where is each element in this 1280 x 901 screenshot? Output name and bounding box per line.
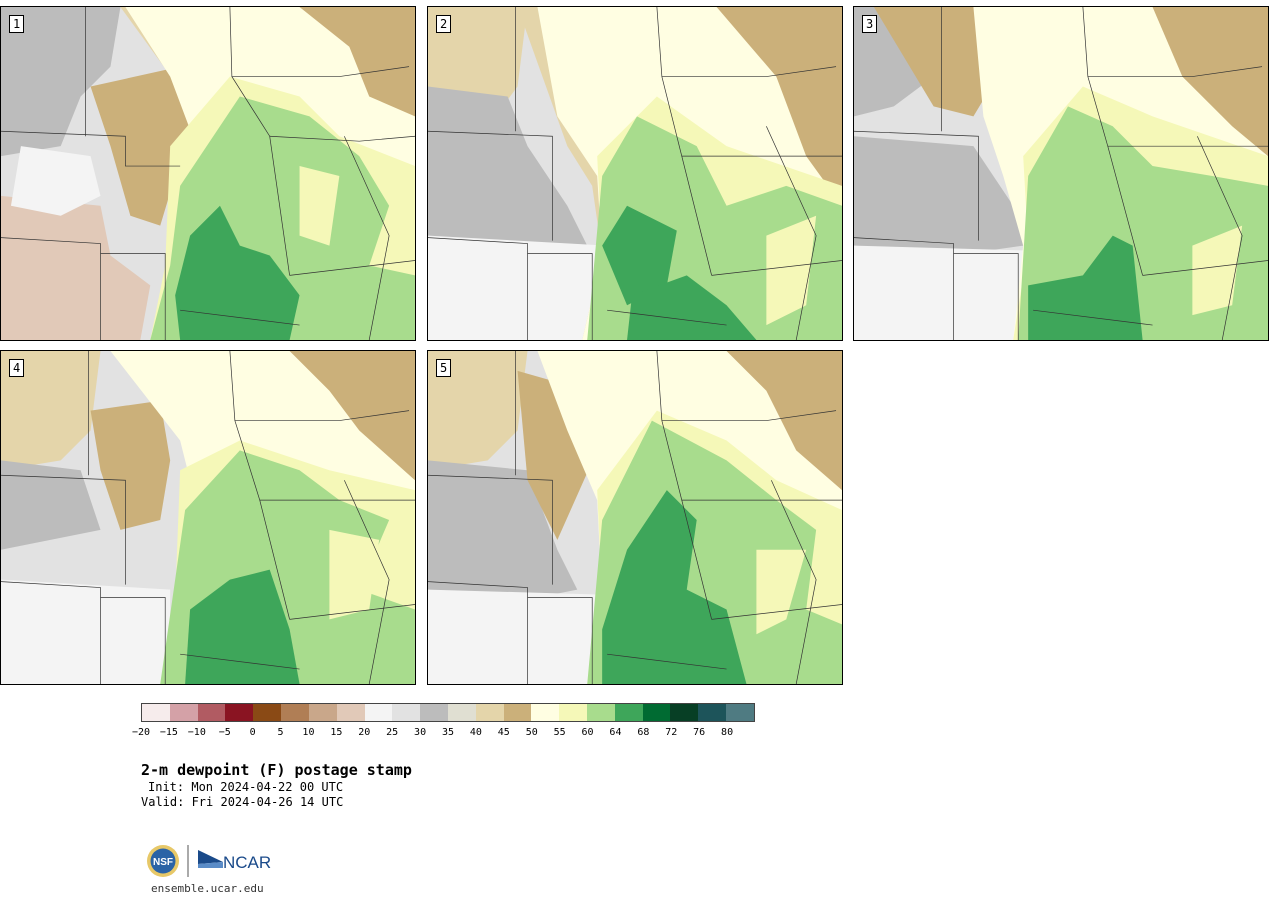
colorbar-tick-label: 15 [330, 727, 343, 738]
colorbar-swatch [142, 704, 170, 721]
nsf-logo-text: NSF [153, 857, 173, 868]
colorbar-tick-label: −5 [218, 727, 231, 738]
ensemble-member-map-1[interactable]: 1 [0, 6, 416, 341]
ensemble-member-map-4[interactable]: 4 [0, 350, 416, 685]
colorbar-swatch [614, 704, 643, 721]
colorbar-tick-label: 60 [581, 727, 594, 738]
member-label: 1 [9, 15, 25, 33]
colorbar-swatch [225, 704, 254, 721]
member-label: 4 [9, 359, 25, 377]
colorbar-tick-label: 30 [414, 727, 427, 738]
product-title: 2-m dewpoint (F) postage stamp [141, 761, 412, 779]
colorbar-swatch [698, 704, 727, 721]
colorbar-swatch [308, 704, 337, 721]
colorbar-swatch [364, 704, 393, 721]
colorbar-tick-label: 45 [497, 727, 510, 738]
colorbar-swatch [726, 704, 754, 721]
colorbar-swatch [420, 704, 448, 721]
colorbar-tick-label: 64 [609, 727, 622, 738]
colorbar-swatch [197, 704, 226, 721]
ensemble-member-map-3[interactable]: 3 [853, 6, 1269, 341]
dewpoint-field [1, 7, 415, 340]
member-label: 2 [436, 15, 452, 33]
ensemble-member-map-5[interactable]: 5 [427, 350, 843, 685]
colorbar-tick-label: −10 [187, 727, 206, 738]
colorbar-tick-label: 5 [277, 727, 284, 738]
colorbar-tick-label: 80 [721, 727, 734, 738]
colorbar-tick-label: 0 [249, 727, 256, 738]
nsf-logo-icon: NSF [147, 845, 179, 877]
init-time: Init: Mon 2024-04-22 00 UTC [148, 780, 344, 794]
colorbar-swatch [336, 704, 365, 721]
colorbar-tick-label: −20 [131, 727, 151, 738]
colorbar-tick-label: 40 [469, 727, 482, 738]
colorbar-tick-label: 76 [693, 727, 706, 738]
colorbar-swatch [253, 704, 282, 721]
member-label: 5 [436, 359, 452, 377]
valid-time: Valid: Fri 2024-04-26 14 UTC [141, 795, 344, 809]
colorbar-swatch [670, 704, 699, 721]
colorbar-tick-label: 35 [441, 727, 455, 738]
website-url: ensemble.ucar.edu [151, 882, 264, 895]
colorbar-swatch [559, 704, 587, 721]
member-label: 3 [862, 15, 878, 33]
colorbar-swatch [169, 704, 198, 721]
colorbar-tick-label: 20 [358, 727, 371, 738]
dewpoint-field [854, 7, 1268, 340]
colorbar-swatch [281, 704, 309, 721]
colorbar-swatch [587, 704, 615, 721]
colorbar-tick-label: −15 [159, 727, 178, 738]
colorbar-tick-label: 10 [302, 727, 315, 738]
ensemble-member-map-2[interactable]: 2 [427, 6, 843, 341]
colorbar-swatch [503, 704, 532, 721]
dewpoint-field [1, 351, 415, 684]
ncar-logo-text: NCAR [223, 853, 271, 872]
colorbar-swatch [642, 704, 671, 721]
colorbar-tick-labels: −20 −15 −10 −5 0 5 10 15 20 25 30 35 40 45 50 55 60 64 68 7… [132, 727, 755, 741]
dewpoint-field [428, 351, 842, 684]
nsf-ncar-logos: NSF NCAR [147, 845, 271, 877]
ncar-logo-icon: NCAR [198, 850, 271, 872]
colorbar-swatch [475, 704, 504, 721]
colorbar-tick-label: 68 [637, 727, 650, 738]
colorbar-tick-label: 72 [665, 727, 678, 738]
colorbar-swatch [447, 704, 476, 721]
colorbar-tick-label: 50 [525, 727, 538, 738]
colorbar-swatch [392, 704, 421, 721]
colorbar-tick-label: 55 [553, 727, 566, 738]
colorbar-swatch [531, 704, 560, 721]
dewpoint-field [428, 7, 842, 340]
dewpoint-colorbar [141, 703, 755, 722]
colorbar-tick-label: 25 [386, 727, 399, 738]
